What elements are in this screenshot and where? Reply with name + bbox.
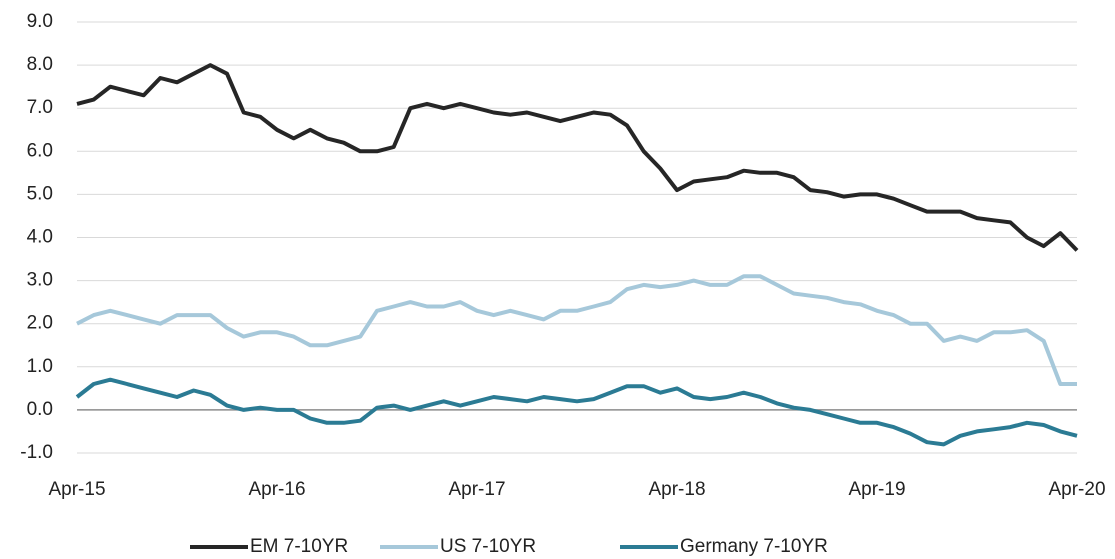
x-tick-label: Apr-16 <box>248 479 305 500</box>
y-tick-label: 7.0 <box>27 97 53 118</box>
x-tick-label: Apr-20 <box>1048 479 1105 500</box>
y-tick-label: 2.0 <box>27 313 53 334</box>
series-line <box>75 377 1078 447</box>
legend-label: US 7-10YR <box>440 536 536 557</box>
x-tick-label: Apr-19 <box>848 479 905 500</box>
y-tick-label: -1.0 <box>20 442 53 463</box>
y-tick-label: 8.0 <box>27 54 53 75</box>
y-tick-label: 4.0 <box>27 227 53 248</box>
x-tick-label: Apr-15 <box>48 479 105 500</box>
y-tick-label: 5.0 <box>27 183 53 204</box>
legend-label: Germany 7-10YR <box>680 536 828 557</box>
series-line <box>76 63 1079 252</box>
legend-label: EM 7-10YR <box>250 536 348 557</box>
series-line <box>76 274 1077 386</box>
y-tick-label: 0.0 <box>27 399 53 420</box>
y-tick-label: 9.0 <box>27 11 53 32</box>
y-tick-label: 3.0 <box>27 270 53 291</box>
y-tick-label: 1.0 <box>27 356 53 377</box>
y-tick-label: 6.0 <box>27 140 53 161</box>
x-tick-label: Apr-18 <box>648 479 705 500</box>
x-tick-label: Apr-17 <box>448 479 505 500</box>
